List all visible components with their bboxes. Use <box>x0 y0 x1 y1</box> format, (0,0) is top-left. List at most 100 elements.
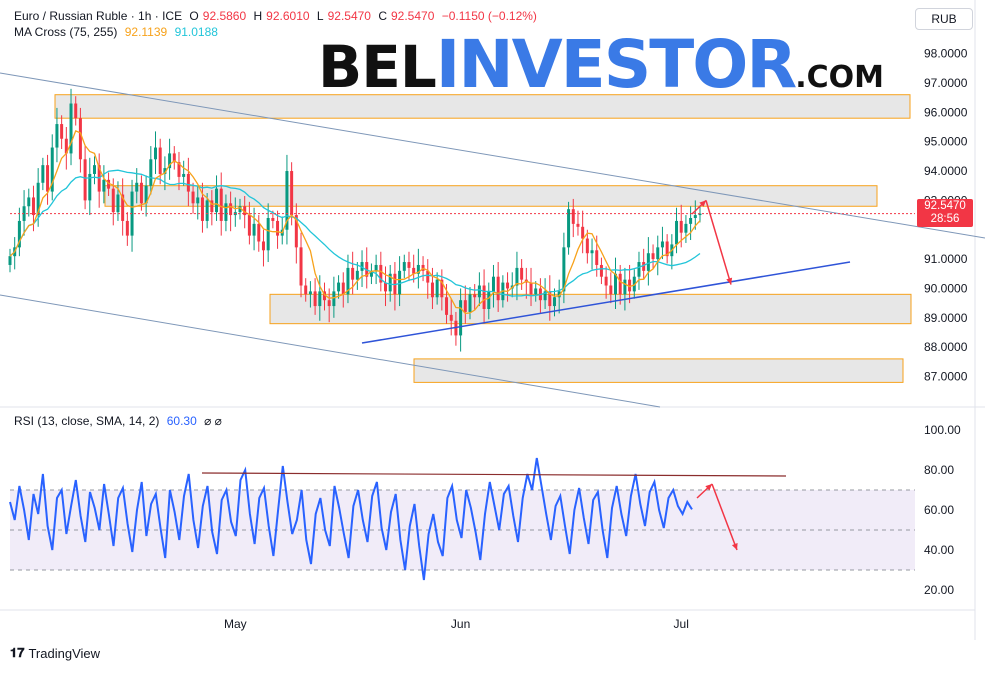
candle-body <box>210 200 214 213</box>
candle-body <box>31 197 35 216</box>
ma-legend[interactable]: MA Cross (75, 255) 92.1139 91.0188 <box>14 25 222 39</box>
candle-body <box>163 168 167 174</box>
rsi-line <box>9 457 693 581</box>
bar-countdown: 28:56 <box>930 213 960 225</box>
candle-body <box>337 282 341 292</box>
rsi-forecast-down <box>711 483 738 551</box>
rsi-tick-label: 60.00 <box>924 503 954 517</box>
rsi-legend-label[interactable]: RSI (13, close, SMA, 14, 2) <box>14 414 160 428</box>
candle-body <box>102 179 106 192</box>
rsi-value: 60.30 <box>166 414 197 428</box>
ma-fast-value: 92.1139 <box>124 25 168 39</box>
candle-body <box>351 267 355 280</box>
candle-body <box>576 223 580 227</box>
forecast-arrows <box>691 199 733 285</box>
ma-slow-line <box>9 169 701 297</box>
candle-body <box>557 291 561 298</box>
price-tick-label: 87.0000 <box>924 370 968 384</box>
symbol-header[interactable]: Euro / Russian Ruble · 1h · ICE O 92.5860… <box>14 9 541 23</box>
candle-body <box>257 223 261 242</box>
candle-body <box>332 291 336 307</box>
candle-body <box>322 291 326 301</box>
zone-rect <box>104 185 878 207</box>
candle-body <box>55 124 59 148</box>
candle-body <box>304 285 308 295</box>
price-grid <box>0 0 985 640</box>
candle-body <box>684 223 688 233</box>
candle-body <box>327 300 331 307</box>
candle-body <box>130 191 134 236</box>
candle-body <box>628 279 632 292</box>
close-value: 92.5470 <box>391 9 435 23</box>
tradingview-name: TradingView <box>28 645 101 661</box>
candle-body <box>595 250 599 265</box>
candle-body <box>656 247 660 260</box>
watermark-part2: INVESTOR <box>435 26 797 103</box>
candle-body <box>646 253 650 271</box>
candle-body <box>168 153 172 169</box>
candle-body <box>172 153 176 163</box>
candle-body <box>186 173 190 192</box>
candle-body <box>144 185 148 204</box>
candle-body <box>693 215 697 218</box>
price-forecast-up-head <box>699 200 706 207</box>
candle-body <box>285 171 289 230</box>
candle-body <box>567 209 571 248</box>
candle-body <box>581 226 585 239</box>
price-forecast-down <box>705 200 732 285</box>
candle-body <box>139 182 143 204</box>
candle-body <box>637 262 641 277</box>
candle-body <box>614 273 618 295</box>
price-tick-label: 89.0000 <box>924 311 968 325</box>
zone-rect <box>54 94 911 119</box>
channel-lower-line <box>0 294 661 408</box>
support-trendline <box>361 261 851 344</box>
rsi-legend[interactable]: RSI (13, close, SMA, 14, 2) 60.30 ⌀ ⌀ <box>14 414 226 428</box>
candle-body <box>435 279 439 298</box>
candle-body <box>468 294 472 312</box>
candle-body <box>69 103 73 154</box>
candle-body <box>379 264 383 283</box>
price-tick-label: 95.0000 <box>924 135 968 149</box>
tradingview-brand[interactable]: 𝟏𝟕 TradingView <box>10 645 100 661</box>
candle-body <box>407 262 411 268</box>
candle-body <box>689 218 693 224</box>
watermark-logo: BELINVESTOR.COM <box>318 26 884 103</box>
candle-body <box>271 218 275 221</box>
candle-body <box>585 238 589 254</box>
candle-body <box>116 194 120 213</box>
zone-rect <box>269 293 912 325</box>
candle-body <box>121 194 125 221</box>
candle-body <box>74 103 78 119</box>
candle-body <box>182 173 186 177</box>
open-label: O <box>189 9 199 23</box>
ma-legend-label[interactable]: MA Cross (75, 255) <box>14 25 118 39</box>
high-value: 92.6010 <box>266 9 310 23</box>
candle-body <box>445 297 449 315</box>
candle-body <box>205 200 209 221</box>
zone-rect <box>413 358 904 383</box>
candle-body <box>313 291 317 307</box>
price-tick-label: 97.0000 <box>924 76 968 90</box>
change-value: −0.1150 (−0.12%) <box>441 9 537 23</box>
candle-body <box>308 291 312 295</box>
close-label: C <box>378 9 387 23</box>
rsi-tick-label: 20.00 <box>924 583 954 597</box>
currency-badge[interactable]: RUB <box>915 8 973 30</box>
candle-body <box>618 273 622 295</box>
candle-body <box>158 147 162 174</box>
last-price-value: 92.5470 <box>924 200 966 212</box>
candle-body <box>459 300 463 336</box>
candle-body <box>660 241 664 248</box>
candle-body <box>609 285 613 295</box>
low-label: L <box>316 9 324 23</box>
candle-body <box>548 291 552 307</box>
candle-body <box>590 250 594 254</box>
candle-body <box>261 241 265 251</box>
support-resistance-zones <box>54 94 912 383</box>
rsi-tick-label: 80.00 <box>924 463 954 477</box>
price-tick-label: 96.0000 <box>924 105 968 119</box>
candle-body <box>416 264 420 274</box>
symbol-name[interactable]: Euro / Russian Ruble · 1h · ICE <box>14 9 183 23</box>
